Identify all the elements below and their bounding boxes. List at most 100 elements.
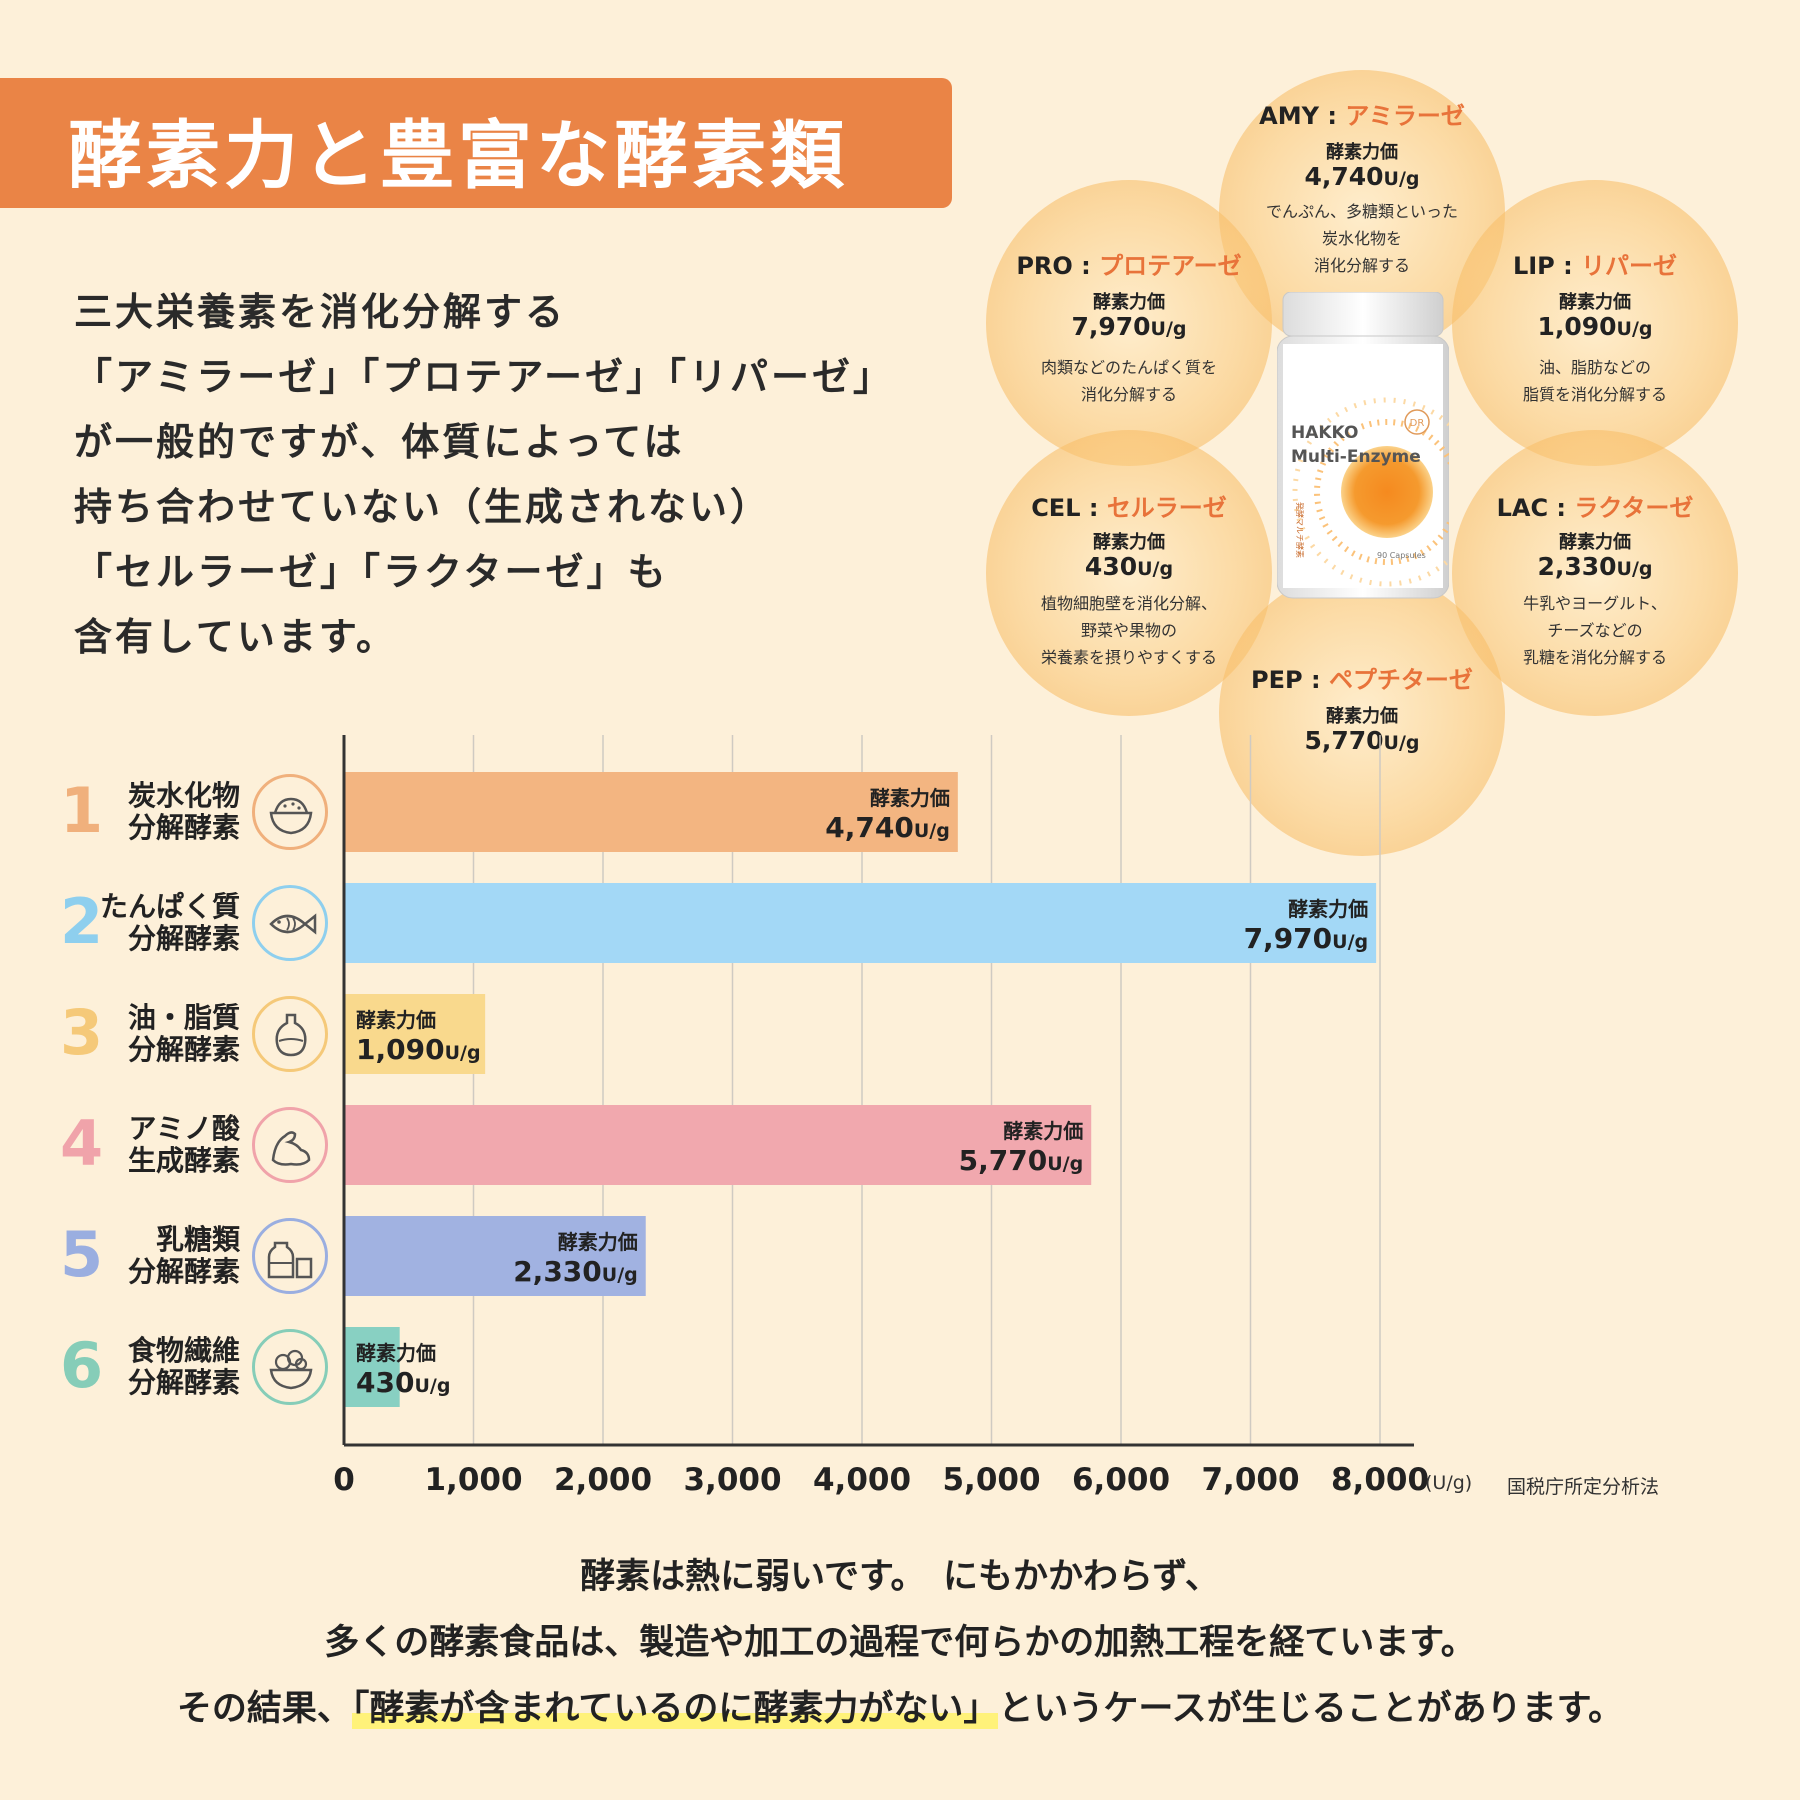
oil-bottle-icon: [252, 996, 328, 1072]
x-axis-unit: (U/g): [1425, 1472, 1473, 1494]
intro-line: が一般的ですが、体質によっては: [74, 420, 685, 464]
enzyme-name: プロテアーゼ: [1099, 252, 1242, 280]
rice-bowl-icon: [252, 774, 328, 850]
bar-2: [344, 883, 1377, 963]
potency-label: 酵素力価: [1559, 292, 1631, 313]
capsule-count: 90 Capsules: [1377, 551, 1426, 560]
footer-line-2: 多くの酵素食品は、製造や加工の過程で何らかの加熱工程を経ています。: [324, 1623, 1476, 1663]
side-text: 発酵マルチ酵素: [1295, 502, 1305, 558]
salad-bowl-icon: [252, 1329, 328, 1405]
bar-value-label: 酵素力価 430U/g: [356, 1337, 450, 1399]
x-tick-label: 3,000: [683, 1462, 782, 1498]
enzyme-name: ペプチターゼ: [1328, 666, 1473, 694]
bar-label-title: 酵素力価: [1288, 897, 1369, 921]
enzyme-description: 油、脂肪などの 脂質を消化分解する: [1522, 358, 1667, 404]
product-bottle: HAKKO Multi-Enzyme DR 90 Capsules 発酵マルチ酵…: [1276, 291, 1482, 602]
bar-value-label: 酵素力価 1,090U/g: [356, 1004, 481, 1066]
potency-label: 酵素力価: [1559, 532, 1631, 553]
enzyme-code: PRO: [1016, 252, 1073, 280]
potency-value: 4,740U/g: [1304, 162, 1420, 191]
enzyme-name: リパーゼ: [1581, 252, 1678, 280]
intro-line: 「セルラーゼ」「ラクターゼ」も: [74, 550, 669, 594]
category-label: 食物繊維 分解酵素: [127, 1334, 240, 1399]
x-tick-label: 5,000: [942, 1462, 1041, 1498]
enzyme-bubble-pro: PRO : プロテアーゼ 酵素力価 7,970U/g 肉類などのたんぱく質を 消化…: [986, 180, 1272, 466]
bar-label-title: 酵素力価: [356, 1341, 436, 1365]
enzyme-description: 牛乳やヨーグルト、 チーズなどの 乳糖を消化分解する: [1522, 594, 1667, 667]
intro-line: 「アミラーゼ」「プロテアーゼ」「リパーゼ」: [74, 355, 894, 399]
category-label: アミノ酸 生成酵素: [127, 1112, 240, 1177]
enzyme-bubble-pep: PEP : ペプチターゼ 酵素力価 5,770U/g: [1219, 570, 1505, 856]
enzyme-bubble-lip: LIP : リパーゼ 酵素力価 1,090U/g 油、脂肪などの 脂質を消化分解す…: [1452, 180, 1738, 466]
x-tick-label: 7,000: [1201, 1462, 1300, 1498]
bar-label-value: 430U/g: [356, 1366, 451, 1399]
enzyme-name: ラクターゼ: [1574, 494, 1694, 522]
enzyme-description: 植物細胞壁を消化分解、 野菜や果物の 栄養素を摂りやすくする: [1040, 594, 1217, 667]
category-label: 油・脂質 分解酵素: [127, 1001, 240, 1066]
title-banner: 酵素力と豊富な酵素類: [0, 78, 952, 208]
enzyme-bubble-lac: LAC : ラクターゼ 酵素力価 2,330U/g 牛乳やヨーグルト、 チーズなど…: [1452, 430, 1738, 716]
potency-value: 1,090U/g: [1537, 312, 1653, 341]
muscle-arm-icon: [252, 1107, 328, 1183]
x-tick-label: 0: [333, 1462, 355, 1498]
category-number: 4: [60, 1107, 104, 1180]
intro-text: 三大栄養素を消化分解する 「アミラーゼ」「プロテアーゼ」「リパーゼ」 が一般的で…: [74, 280, 894, 670]
intro-line: 含有しています。: [74, 615, 398, 659]
bar-label-title: 酵素力価: [557, 1230, 638, 1254]
x-tick-label: 1,000: [424, 1462, 523, 1498]
bar-value-label: 酵素力価 4,740U/g: [825, 782, 950, 844]
category-number: 6: [60, 1329, 104, 1402]
bar-label-title: 酵素力価: [869, 786, 950, 810]
bar-label-value: 2,330U/g: [513, 1255, 638, 1288]
analysis-method-note: 国税庁所定分析法: [1507, 1476, 1660, 1498]
bar-label-value: 5,770U/g: [958, 1144, 1084, 1177]
x-tick-label: 8,000: [1330, 1462, 1430, 1498]
bar-value-label: 酵素力価 2,330U/g: [513, 1226, 638, 1288]
potency-value: 7,970U/g: [1071, 312, 1187, 341]
x-tick-label: 2,000: [553, 1462, 653, 1498]
bar-label-value: 4,740U/g: [825, 811, 950, 844]
footer-line-1: 酵素は熱に弱いです。 にもかかわらず、: [580, 1557, 1220, 1597]
category-number: 3: [60, 996, 104, 1069]
enzyme-code: LAC: [1496, 494, 1549, 522]
enzyme-bubble-cel: CEL : セルラーゼ 酵素力価 430U/g 植物細胞壁を消化分解、 野菜や果物…: [986, 430, 1272, 716]
highlighted-phrase: 「酵素が含まれているのに酵素力がない」: [351, 1689, 999, 1729]
category-label: たんぱく質 分解酵素: [99, 890, 240, 955]
brand-line2: Multi-Enzyme: [1291, 447, 1421, 467]
potency-label: 酵素力価: [1326, 142, 1398, 163]
page-title: 酵素力と豊富な酵素類: [68, 113, 848, 199]
footer-line-3: その結果、「酵素が含まれているのに酵素力がない」というケースが生じることがありま…: [176, 1689, 1624, 1729]
milk-bottle-icon: [252, 1218, 328, 1294]
enzyme-code: CEL: [1031, 494, 1081, 522]
bar-value-label: 酵素力価 7,970U/g: [1244, 893, 1369, 955]
bar-value-label: 酵素力価 5,770U/g: [959, 1115, 1084, 1177]
potency-value: 2,330U/g: [1537, 552, 1653, 581]
intro-line: 三大栄養素を消化分解する: [74, 290, 567, 334]
bar-label-value: 1,090U/g: [356, 1033, 481, 1066]
x-tick-label: 4,000: [812, 1462, 912, 1498]
x-tick-label: 6,000: [1071, 1462, 1171, 1498]
bar-label-value: 7,970U/g: [1243, 922, 1369, 955]
enzyme-name: セルラーゼ: [1106, 494, 1227, 522]
enzyme-name: アミラーゼ: [1345, 102, 1465, 130]
potency-label: 酵素力価: [1326, 706, 1398, 727]
fish-icon: [252, 885, 328, 961]
enzyme-description: 肉類などのたんぱく質を 消化分解する: [1040, 358, 1217, 404]
bar-label-title: 酵素力価: [1003, 1119, 1084, 1143]
enzyme-code: PEP: [1251, 666, 1303, 694]
category-label: 炭水化物 分解酵素: [127, 779, 240, 844]
enzyme-code: AMY: [1259, 102, 1319, 130]
intro-line: 持ち合わせていない（生成されない）: [74, 485, 772, 529]
bar-label-title: 酵素力価: [356, 1008, 436, 1032]
enzyme-code: LIP: [1512, 252, 1555, 280]
enzyme-description: でんぷん、多糖類といった 炭水化物を 消化分解する: [1265, 202, 1458, 275]
category-number: 5: [60, 1218, 104, 1291]
potency-value: 430U/g: [1084, 552, 1174, 581]
potency-value: 5,770U/g: [1304, 726, 1420, 755]
potency-label: 酵素力価: [1093, 292, 1165, 313]
category-label: 乳糖類 分解酵素: [127, 1223, 240, 1288]
category-number: 1: [60, 774, 104, 847]
category-number: 2: [60, 885, 104, 958]
potency-label: 酵素力価: [1093, 532, 1165, 553]
brand-line1: HAKKO: [1291, 423, 1358, 443]
